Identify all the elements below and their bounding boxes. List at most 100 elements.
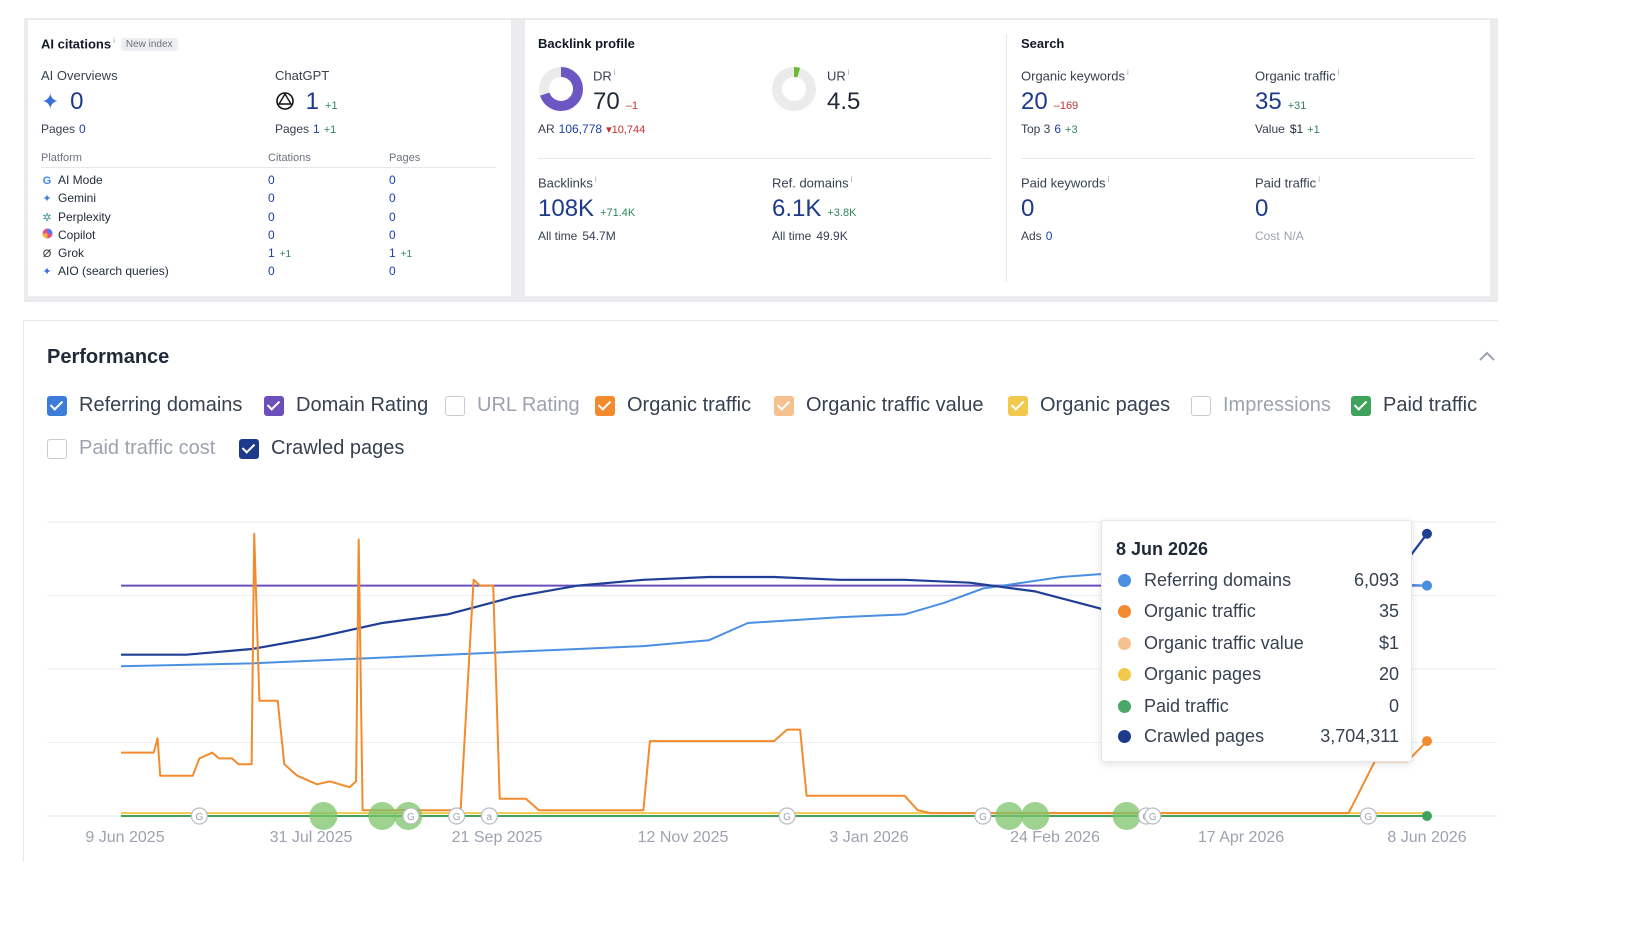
top3-row: Top 3 6 +3 [1021,122,1078,136]
toggle-impressions[interactable]: Impressions [1191,394,1331,417]
backlinks-delta: +71.4K [600,207,636,219]
checkbox[interactable] [47,395,67,416]
toggle-organic-pages[interactable]: Organic pages [1008,394,1170,417]
event-bubble[interactable] [368,802,397,830]
annotation-marker[interactable] [402,807,420,825]
toggle-organic-traffic-value[interactable]: Organic traffic value [774,394,984,417]
series-end-marker[interactable] [1422,811,1432,821]
ar-label: AR [538,122,555,136]
toggle-paid-traffic[interactable]: Paid traffic [1351,394,1477,417]
annotation-marker[interactable] [480,807,498,825]
platform-table: Platform Citations Pages G AI Mode 0 0 ✦ G… [41,152,496,281]
organic-keywords-delta: –169 [1053,100,1079,112]
series-end-marker[interactable] [1422,736,1432,747]
toggle-domain-rating[interactable]: Domain Rating [264,394,428,417]
checkbox[interactable] [47,438,67,459]
perplexity-icon: ✲ [42,211,52,224]
organic-traffic-label: Organic traffic i [1255,68,1340,84]
checkbox[interactable] [595,395,615,416]
event-bubble[interactable] [1021,802,1050,830]
citations-cell[interactable]: 0 [268,264,275,279]
pages-cell[interactable]: 0 [389,264,396,279]
refdomains-value[interactable]: 6.1K +3.8K [772,195,856,223]
search-title: Search [1021,36,1065,51]
ai-overviews-value[interactable]: ✦ 0 [41,88,83,116]
annotation-marker[interactable] [190,807,208,825]
backlinks-value[interactable]: 108K +71.4K [538,195,635,223]
annotation-marker[interactable] [974,807,992,825]
info-icon[interactable]: i [847,68,850,77]
google-icon: G [42,175,52,187]
ur-value[interactable]: 4.5 [827,88,861,115]
toggle-organic-traffic[interactable]: Organic traffic [595,394,751,417]
organic-traffic-value[interactable]: 35 +31 [1255,88,1306,116]
legend-dot [1118,668,1131,681]
pages-cell[interactable]: 0 [389,227,396,242]
citations-cell[interactable]: 0 [268,209,275,224]
paid-keywords-value[interactable]: 0 [1021,195,1035,222]
chatgpt-delta: +1 [325,100,338,112]
chevron-up-icon[interactable] [1478,350,1496,362]
ads-value[interactable]: 0 [1045,229,1053,243]
pages-cell[interactable]: 0 [389,209,396,224]
table-row: ✲ Perplexity 0 0 [41,208,496,226]
annotation-label: G [1364,812,1372,823]
table-row: Ø Grok 1 +1 1 +1 [41,244,496,262]
organic-keywords-value[interactable]: 20 –169 [1021,88,1078,116]
info-icon[interactable]: i [1127,68,1129,77]
annotation-marker[interactable] [448,807,466,825]
checkbox[interactable] [1008,395,1028,416]
citations-cell[interactable]: 0 [268,173,275,187]
ar-value[interactable]: 106,778 [558,122,603,136]
series-end-marker[interactable] [1422,528,1432,539]
event-bubble[interactable] [1112,802,1141,830]
checkbox[interactable] [445,395,465,416]
event-bubble[interactable] [995,802,1024,830]
checkbox[interactable] [1191,395,1211,416]
paid-traffic-value[interactable]: 0 [1255,195,1269,222]
ur-donut [772,67,816,111]
toggle-paid-traffic-cost[interactable]: Paid traffic cost [47,437,215,460]
citations-cell[interactable]: 0 [268,191,275,206]
refdomains-alltime: All time 49.9K [772,229,848,243]
citations-cell[interactable]: 1 +1 [268,246,292,261]
x-tick-label: 12 Nov 2025 [638,829,729,846]
annotation-marker[interactable] [1359,807,1377,825]
checkbox[interactable] [264,395,284,416]
annotation-marker[interactable] [778,807,796,825]
info-icon[interactable]: i [1107,175,1110,184]
checkbox[interactable] [1351,395,1371,416]
toggle-crawled-pages[interactable]: Crawled pages [239,437,404,460]
top3-value[interactable]: 6 [1054,122,1062,136]
annotation-marker[interactable] [1144,807,1162,825]
divider [538,158,991,159]
ai-overviews-pages-value[interactable]: 0 [79,122,86,136]
info-icon[interactable]: i [113,36,115,45]
toggle-referring-domains[interactable]: Referring domains [47,394,242,417]
chatgpt-pages-value[interactable]: 1 [313,122,320,136]
organic-traffic-delta: +31 [1287,100,1307,112]
info-icon[interactable]: i [594,175,597,184]
chatgpt-value[interactable]: 1 +1 [275,88,338,116]
ar-delta: ▾10,744 [606,124,646,136]
pages-cell[interactable]: 0 [389,173,396,187]
tooltip-row: Organic pages 20 [1116,662,1399,686]
info-icon[interactable]: i [1337,68,1340,77]
info-icon[interactable]: i [850,175,853,184]
toggle-url-rating[interactable]: URL Rating [445,394,580,417]
checkbox[interactable] [774,395,794,416]
series-line-organic-traffic[interactable] [121,532,1428,815]
info-icon[interactable]: i [1318,175,1320,184]
sparkle-icon: ✦ [41,89,60,114]
series-end-marker[interactable] [1422,580,1432,591]
column-divider [1006,34,1007,282]
info-icon[interactable]: i [613,68,616,77]
dr-value[interactable]: 70 –1 [593,88,638,116]
citations-cell[interactable]: 0 [268,227,275,242]
pages-cell[interactable]: 1 +1 [389,246,413,261]
event-bubble[interactable] [309,802,338,830]
checkbox[interactable] [239,438,259,459]
ads-row: Ads 0 [1021,229,1053,243]
pages-cell[interactable]: 0 [389,191,396,206]
